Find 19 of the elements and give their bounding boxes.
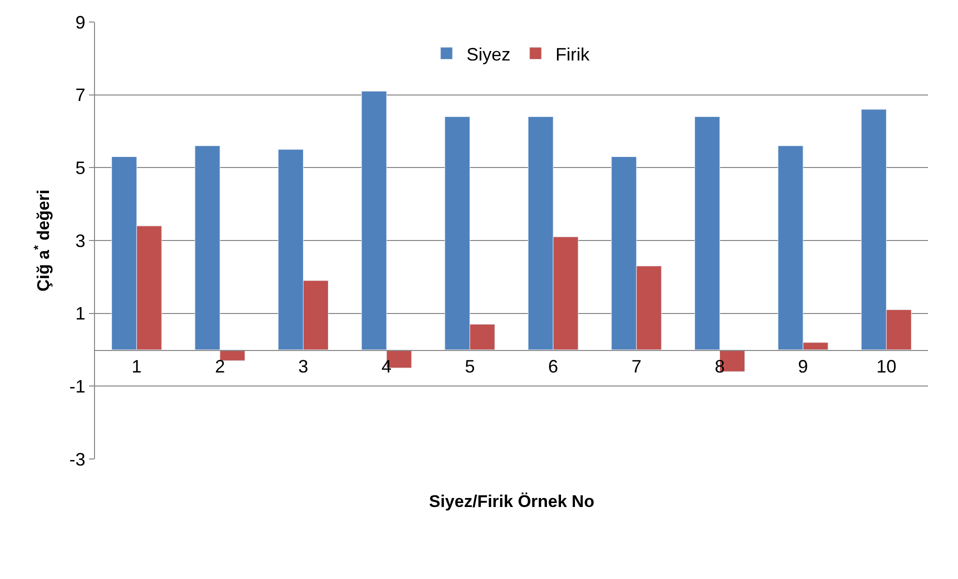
y-tick-label: 3 <box>75 230 86 251</box>
x-tick-label: 1 <box>132 356 142 376</box>
legend-label: Siyez <box>466 44 511 64</box>
y-tick-label: -3 <box>69 449 86 470</box>
x-tick-label: 10 <box>876 356 896 376</box>
y-tick-label: 1 <box>75 304 86 324</box>
y-tick-label: 7 <box>75 85 86 106</box>
y-tick-label: 9 <box>75 12 86 32</box>
x-tick-label: 2 <box>214 356 225 376</box>
x-axis-title: Siyez/Firik Örnek No <box>429 492 594 511</box>
legend-label: Firik <box>556 44 591 64</box>
x-tick-label: 3 <box>298 356 308 376</box>
x-tick-label: 7 <box>631 356 642 376</box>
y-tick-label: -1 <box>69 376 86 396</box>
x-tick-label: 5 <box>464 356 475 376</box>
x-tick-label: 4 <box>382 356 392 376</box>
y-tick-label: 5 <box>75 158 86 178</box>
x-tick-label: 6 <box>548 356 558 376</box>
x-tick-label: 9 <box>798 356 808 376</box>
